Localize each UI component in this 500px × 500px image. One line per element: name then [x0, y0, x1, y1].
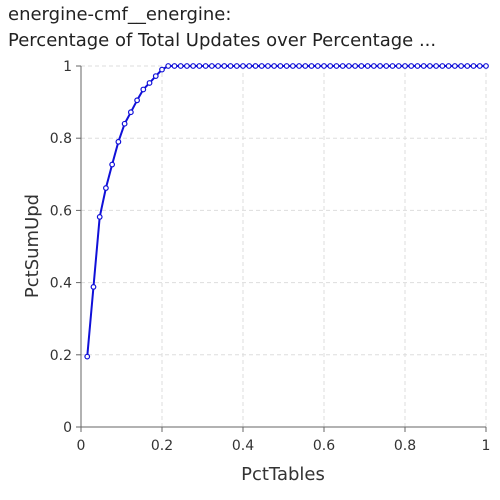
- x-tick-label: 0.8: [394, 438, 416, 454]
- data-point: [271, 63, 278, 69]
- data-point: [402, 63, 408, 69]
- data-point: [177, 63, 184, 69]
- data-point: [265, 63, 271, 69]
- y-tick-label: 0.2: [50, 348, 72, 364]
- x-tick-label: 1: [482, 438, 491, 454]
- data-point: [458, 63, 464, 69]
- y-tick-labels: 0 0.2 0.4 0.6 0.8 1: [50, 59, 72, 436]
- data-point: [202, 63, 209, 69]
- data-point: [314, 63, 321, 69]
- y-tick-label: 0.6: [50, 203, 72, 219]
- data-point: [159, 66, 165, 73]
- data-point: [289, 63, 296, 69]
- data-point: [389, 63, 396, 69]
- x-tick-labels: 0 0.2 0.4 0.6 0.8 1: [77, 438, 491, 454]
- data-point: [451, 63, 458, 69]
- y-tick-label: 1: [63, 59, 72, 75]
- data-point: [364, 63, 371, 69]
- data-point: [146, 80, 153, 86]
- data-point: [134, 97, 140, 104]
- data-point: [445, 63, 452, 69]
- data-point: [152, 73, 159, 80]
- data-point: [395, 63, 402, 69]
- chart-title-line-1: energine-cmf__energine:: [8, 4, 232, 25]
- data-point: [109, 161, 116, 168]
- y-tick-label: 0.8: [50, 131, 72, 147]
- series-layer: [84, 63, 489, 360]
- data-point: [121, 120, 128, 127]
- data-point: [127, 109, 134, 116]
- data-point: [464, 63, 471, 69]
- data-point: [358, 63, 365, 69]
- y-tick-label: 0.4: [50, 276, 72, 292]
- series-line: [86, 65, 486, 357]
- data-point: [277, 63, 284, 69]
- data-point: [252, 63, 259, 69]
- data-point: [414, 63, 421, 69]
- data-point: [190, 63, 197, 69]
- data-point: [370, 63, 377, 69]
- data-point: [321, 63, 327, 69]
- data-point: [383, 63, 390, 69]
- data-point: [171, 63, 178, 69]
- data-point: [96, 213, 103, 220]
- x-tick-label: 0.6: [313, 438, 335, 454]
- data-point: [258, 63, 265, 69]
- data-point: [184, 63, 190, 69]
- data-point: [215, 63, 221, 69]
- data-point: [208, 63, 215, 69]
- chart-title: energine-cmf__energine: Percentage of To…: [8, 2, 498, 54]
- x-tick-label: 0.4: [232, 438, 254, 454]
- data-point: [240, 63, 246, 69]
- data-point: [233, 63, 240, 69]
- data-point: [165, 63, 172, 69]
- data-point: [408, 63, 415, 69]
- data-point: [196, 63, 203, 69]
- data-point: [352, 63, 359, 69]
- x-tick-label: 0.2: [151, 438, 173, 454]
- y-axis-label: PctSumUpd: [22, 194, 43, 298]
- chart-title-line-2: Percentage of Total Updates over Percent…: [8, 30, 437, 51]
- data-point: [470, 63, 477, 69]
- data-point: [420, 63, 427, 69]
- data-point: [339, 63, 346, 69]
- data-point: [427, 63, 433, 69]
- data-point: [327, 63, 334, 69]
- data-point: [433, 63, 440, 69]
- data-point: [439, 63, 446, 69]
- data-point: [140, 86, 147, 93]
- data-point: [476, 63, 483, 69]
- data-point: [377, 63, 383, 69]
- x-axis-label: PctTables: [241, 464, 325, 485]
- data-point: [246, 63, 253, 69]
- data-point: [227, 63, 234, 69]
- data-point: [346, 63, 352, 69]
- data-point: [296, 63, 302, 69]
- data-point: [84, 353, 91, 360]
- data-point: [483, 63, 489, 69]
- data-point: [103, 185, 109, 191]
- data-point: [302, 63, 309, 69]
- grid-lines: [81, 65, 487, 427]
- y-tick-label: 0: [63, 420, 72, 436]
- axes: [76, 65, 487, 432]
- data-point: [221, 63, 228, 69]
- x-tick-label: 0: [77, 438, 86, 454]
- data-point: [115, 138, 122, 145]
- data-point: [308, 63, 315, 69]
- data-point: [283, 63, 290, 69]
- data-point: [333, 63, 340, 69]
- data-point: [90, 284, 97, 290]
